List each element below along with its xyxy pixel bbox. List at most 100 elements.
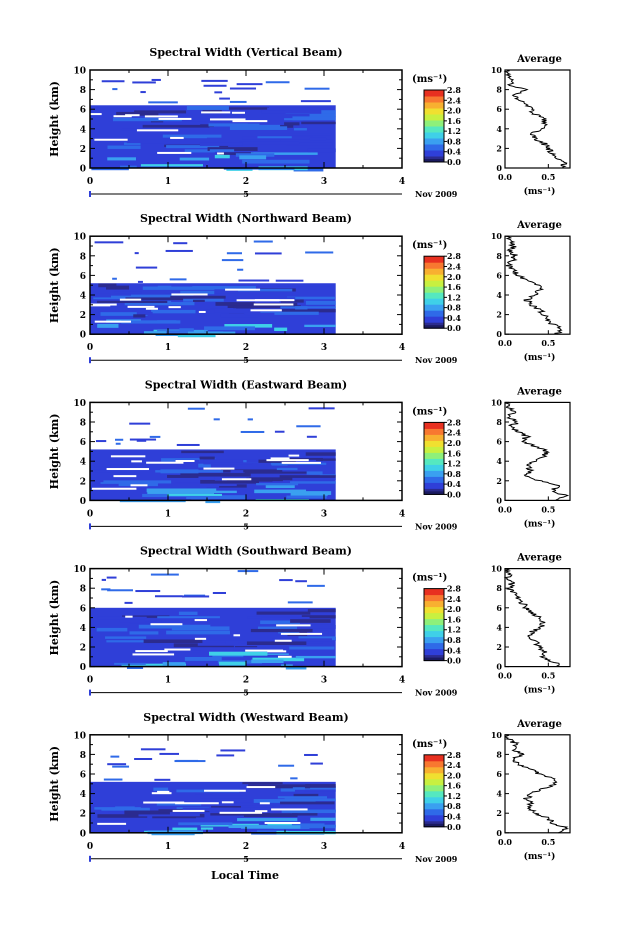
heatmap-cell (101, 80, 125, 83)
heatmap-cell (309, 137, 327, 141)
heatmap-cell (235, 153, 275, 157)
heatmap-cell (162, 662, 186, 666)
average-y-tick-label: 10 (491, 564, 503, 574)
colorbar-tick-label: 2.0 (447, 106, 461, 116)
y-tick-label: 8 (80, 252, 86, 262)
x-tick-label: 3 (321, 509, 327, 519)
x-tick-label: 4 (399, 509, 405, 519)
heatmap-cell (304, 324, 336, 328)
heatmap-cell (146, 488, 217, 493)
heatmap-cell (286, 142, 333, 146)
average-y-tick-label: 8 (496, 583, 502, 593)
heatmap-cell (138, 813, 200, 817)
heatmap-cell (290, 619, 331, 623)
heatmap-cell (307, 584, 325, 587)
heatmap-cell (290, 481, 336, 484)
heatmap-cell (151, 78, 161, 81)
x-tick-label: 0 (87, 509, 93, 519)
heatmap-gap (113, 475, 137, 478)
heatmap-cell (280, 139, 333, 143)
heatmap-cell (132, 81, 156, 84)
average-y-tick-label: 4 (496, 124, 502, 134)
heatmap-cell (116, 111, 159, 116)
heatmap-cell (95, 440, 107, 443)
heatmap-gap (194, 619, 208, 622)
heatmap-cell (238, 141, 300, 145)
colorbar-segment (424, 96, 444, 103)
average-profile-line (505, 402, 570, 501)
heatmap-gap (90, 303, 117, 306)
heatmap-cell (199, 459, 273, 463)
y-tick-label: 0 (80, 497, 86, 507)
heatmap-gap (132, 653, 175, 656)
heatmap-cell (120, 165, 137, 168)
colorbar-segment (424, 310, 444, 317)
colorbar-tick-label: 1.6 (447, 282, 461, 292)
heatmap-cell (203, 461, 253, 465)
average-x-label: (ms⁻¹) (524, 685, 556, 696)
x-tick-label: 1 (165, 509, 171, 519)
colorbar-segment (424, 274, 444, 281)
heatmap-cell (150, 120, 164, 123)
heatmap-gap (144, 115, 178, 118)
heatmap-cell (171, 483, 220, 488)
heatmap-cell (93, 483, 119, 488)
heatmap-gap (127, 305, 155, 308)
heatmap-gap (231, 111, 245, 114)
day-label: 5 (243, 189, 249, 199)
heatmap-cell (292, 787, 305, 790)
colorbar-tick-label: 1.2 (447, 459, 461, 469)
x-tick-label: 1 (165, 343, 171, 353)
average-frame (504, 69, 571, 169)
average-y-tick-label: 10 (491, 231, 503, 241)
heatmap-gap (271, 808, 308, 811)
heatmap-cell (181, 450, 224, 454)
colorbar-unit: (ms⁻¹) (412, 406, 447, 417)
heatmap-cell (179, 328, 194, 332)
heatmap-cell (253, 240, 273, 243)
average-x-tick-label: 0.5 (541, 338, 555, 348)
colorbar-unit: (ms⁻¹) (412, 739, 447, 750)
heatmap-cell (261, 617, 299, 621)
colorbar-under (424, 325, 444, 329)
heatmap-cell (214, 476, 227, 481)
heatmap-cell (101, 807, 150, 811)
heatmap-gap (217, 152, 224, 155)
average-frame (504, 734, 571, 834)
average-y-tick-label: 8 (496, 417, 502, 427)
date-label: Nov 2009 (415, 854, 458, 864)
heatmap-cell (112, 88, 118, 91)
heatmap-cell (178, 822, 233, 826)
heatmap-cell (292, 624, 336, 629)
average-y-tick-label: 2 (496, 143, 502, 153)
heatmap-cell (280, 788, 304, 792)
heatmap-cell (103, 778, 123, 781)
x-tick-label: 1 (165, 842, 171, 852)
colorbar-segment (424, 482, 444, 489)
heatmap-cell (284, 798, 336, 802)
heatmap-cell (276, 467, 298, 471)
heatmap-cell (114, 662, 146, 665)
average-y-tick-label: 8 (496, 251, 502, 261)
x-tick-label: 3 (321, 676, 327, 686)
heatmap-gap (151, 792, 172, 795)
heatmap-cell (310, 817, 336, 821)
heatmap-gap (106, 468, 149, 471)
y-tick-label: 0 (80, 663, 86, 673)
heatmap-cell (211, 805, 241, 809)
average-frame (504, 235, 571, 335)
heatmap-cell (294, 789, 336, 792)
colorbar-segment (424, 120, 444, 127)
heatmap-cell (301, 615, 336, 619)
heatmap-cell (287, 296, 335, 300)
colorbar-segment (424, 440, 444, 447)
heatmap-cell (101, 578, 107, 581)
x-tick-label: 0 (87, 343, 93, 353)
heatmap-cell (167, 474, 199, 478)
colorbar-tick-label: 2.0 (447, 272, 461, 282)
heatmap-cell (144, 618, 157, 622)
heatmap-cell (153, 787, 169, 791)
heatmap-cell (103, 480, 172, 484)
average-y-tick-label: 6 (496, 769, 502, 779)
